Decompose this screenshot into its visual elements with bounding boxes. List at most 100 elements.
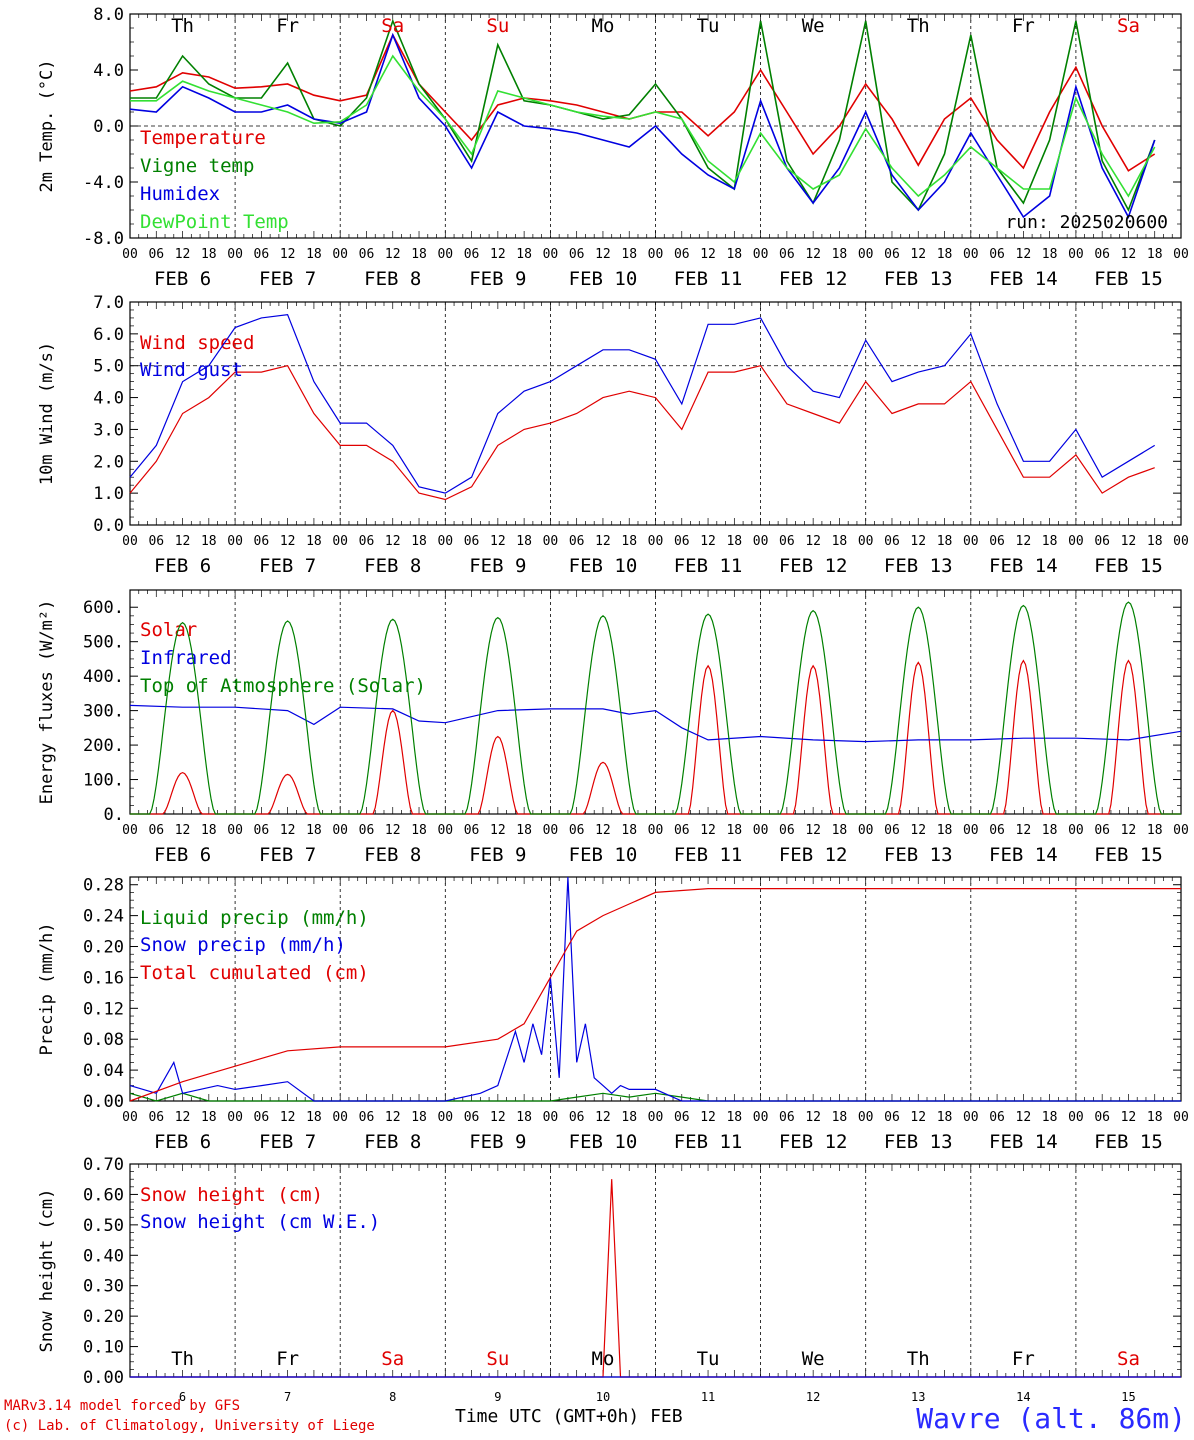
weekday-label: Sa <box>1117 15 1140 37</box>
hour-tick-label: 12 <box>385 534 401 549</box>
hour-tick-label: 00 <box>648 823 664 838</box>
hour-tick-label: 12 <box>1121 247 1137 262</box>
hour-tick-label: 00 <box>1173 1110 1189 1125</box>
hour-tick-label: 06 <box>569 247 585 262</box>
day-label: FEB 8 <box>364 555 421 577</box>
legend-entry: Snow height (cm W.E.) <box>140 1211 380 1233</box>
weekday-label: Th <box>907 15 930 37</box>
y-tick-label: 4.0 <box>93 389 124 409</box>
weekday-label: Mo <box>592 1348 615 1370</box>
credit-line-1: MARv3.14 model forced by GFS <box>4 1398 240 1414</box>
y-tick-label: 0.50 <box>83 1216 124 1236</box>
hour-tick-label: 06 <box>569 1110 585 1125</box>
hour-tick-label: 00 <box>543 534 559 549</box>
legend-entry: Liquid precip (mm/h) <box>140 907 369 929</box>
hour-tick-label: 00 <box>858 534 874 549</box>
hour-tick-label: 18 <box>201 534 217 549</box>
series-line-4 <box>130 54 1156 198</box>
day-label: FEB 15 <box>1094 844 1163 866</box>
hour-tick-label: 06 <box>884 823 900 838</box>
series-line-3 <box>129 888 1181 1102</box>
hour-tick-label: 00 <box>648 534 664 549</box>
hour-tick-label: 00 <box>753 1110 769 1125</box>
hour-tick-label: 06 <box>1094 1110 1110 1125</box>
hour-tick-label: 06 <box>779 823 795 838</box>
hour-tick-label: 00 <box>122 1110 138 1125</box>
y-tick-label: 5.0 <box>93 357 124 377</box>
hour-tick-label: 12 <box>175 823 191 838</box>
hour-tick-label: 06 <box>884 1110 900 1125</box>
hour-tick-label: 06 <box>464 247 480 262</box>
hour-tick-label: 18 <box>937 534 953 549</box>
day-number-label: 13 <box>911 1390 925 1404</box>
weekday-label: Fr <box>1012 1348 1035 1370</box>
hour-tick-label: 18 <box>937 823 953 838</box>
hour-tick-label: 18 <box>516 247 532 262</box>
hour-tick-label: 12 <box>910 534 926 549</box>
day-label: FEB 14 <box>989 844 1058 866</box>
hour-tick-label: 00 <box>753 823 769 838</box>
hour-tick-label: 06 <box>254 247 270 262</box>
hour-tick-label: 18 <box>726 823 742 838</box>
hour-tick-label: 18 <box>621 534 637 549</box>
hour-tick-label: 06 <box>779 1110 795 1125</box>
y-tick-label: 0.30 <box>83 1277 124 1297</box>
hour-tick-label: 00 <box>858 247 874 262</box>
hour-tick-label: 06 <box>254 823 270 838</box>
day-label: FEB 14 <box>989 1131 1058 1153</box>
day-number-label: 6 <box>179 1390 186 1404</box>
day-label: FEB 13 <box>884 844 953 866</box>
hour-tick-label: 12 <box>490 1110 506 1125</box>
hour-tick-label: 06 <box>464 534 480 549</box>
hour-tick-label: 00 <box>332 534 348 549</box>
hour-tick-label: 00 <box>858 1110 874 1125</box>
hour-tick-label: 00 <box>332 1110 348 1125</box>
hour-tick-label: 06 <box>674 1110 690 1125</box>
hour-tick-label: 12 <box>700 1110 716 1125</box>
day-label: FEB 14 <box>989 268 1058 290</box>
y-axis-label: 10m Wind (m/s) <box>37 342 57 485</box>
y-tick-label: 0.00 <box>83 1368 124 1388</box>
legend-entry: Humidex <box>140 183 220 205</box>
hour-tick-label: 00 <box>437 823 453 838</box>
hour-tick-label: 12 <box>175 247 191 262</box>
y-tick-label: 0.24 <box>83 907 124 927</box>
hour-tick-label: 18 <box>411 247 427 262</box>
hour-tick-label: 00 <box>227 823 243 838</box>
hour-tick-label: 18 <box>726 247 742 262</box>
chart-panels: 8.0 4.0 0.0 -4.0 -8.0 2m Temp. (°C) Temperatur… <box>37 5 1189 1404</box>
hour-tick-label: 06 <box>359 247 375 262</box>
y-axis-label: Energy fluxes (W/m²) <box>37 600 57 805</box>
y-tick-label: 0.0 <box>93 516 124 536</box>
hour-tick-label: 18 <box>306 823 322 838</box>
legend-entry: Temperature <box>140 127 266 149</box>
legend-entry: Snow height (cm) <box>140 1184 323 1206</box>
hour-tick-label: 12 <box>805 534 821 549</box>
hour-tick-label: 00 <box>1068 823 1084 838</box>
series-line-2 <box>129 704 1182 743</box>
hour-tick-label: 18 <box>411 1110 427 1125</box>
day-label: FEB 14 <box>989 555 1058 577</box>
hour-tick-label: 18 <box>306 1110 322 1125</box>
hour-tick-label: 12 <box>595 823 611 838</box>
hour-tick-label: 12 <box>1016 247 1032 262</box>
hour-tick-label: 12 <box>175 1110 191 1125</box>
y-tick-label: 1.0 <box>93 484 124 504</box>
y-tick-label: 100. <box>83 771 124 791</box>
hour-tick-label: 06 <box>148 247 164 262</box>
hour-tick-label: 06 <box>254 534 270 549</box>
hour-tick-label: 18 <box>832 1110 848 1125</box>
weekday-label: Fr <box>1012 15 1035 37</box>
y-axis-label: 2m Temp. (°C) <box>37 59 57 192</box>
hour-tick-label: 18 <box>201 823 217 838</box>
weekday-label: Tu <box>697 1348 720 1370</box>
weekday-label: Tu <box>697 15 720 37</box>
y-tick-label: 0.00 <box>83 1092 124 1112</box>
hour-tick-label: 18 <box>411 534 427 549</box>
y-tick-label: 2.0 <box>93 452 124 472</box>
y-tick-label: 400. <box>83 667 124 687</box>
weekday-label: Fr <box>276 1348 299 1370</box>
day-number-label: 12 <box>806 1390 820 1404</box>
hour-tick-label: 12 <box>280 247 296 262</box>
hour-tick-label: 00 <box>332 823 348 838</box>
